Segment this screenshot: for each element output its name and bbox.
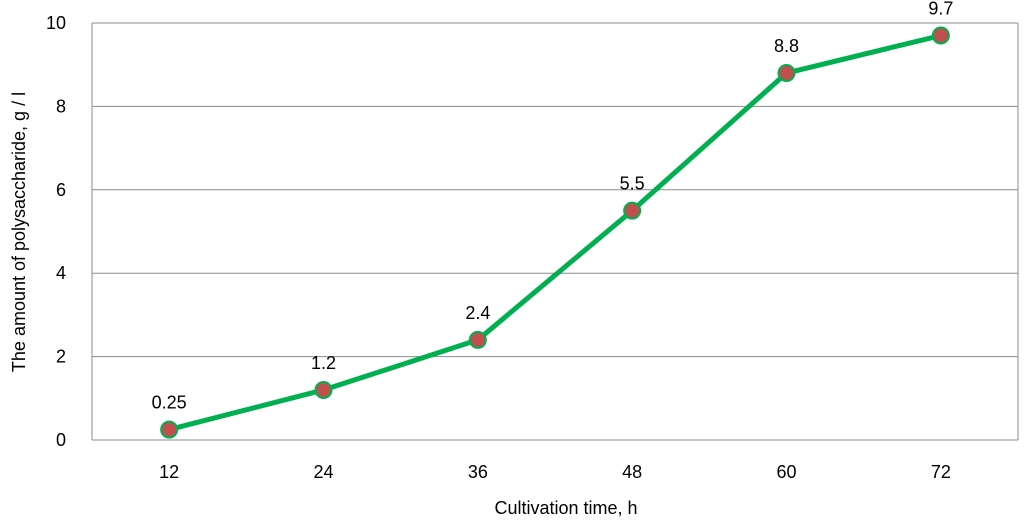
x-tick-labels: 12 24 36 48 60 72	[159, 462, 951, 482]
data-point	[931, 26, 950, 45]
data-point	[623, 201, 642, 220]
y-tick-label: 10	[46, 13, 66, 33]
x-tick-label: 72	[931, 462, 951, 482]
y-tick-label: 8	[56, 96, 66, 116]
x-tick-label: 60	[776, 462, 796, 482]
x-tick-label: 24	[313, 462, 333, 482]
data-point	[160, 420, 179, 439]
y-tick-label: 6	[56, 180, 66, 200]
x-axis-title: Cultivation time, h	[494, 498, 637, 518]
y-tick-label: 2	[56, 347, 66, 367]
y-axis-title: The amount of polysaccharide, g / l	[9, 92, 29, 372]
data-label: 2.4	[465, 303, 490, 323]
data-label: 0.25	[152, 393, 187, 413]
x-tick-label: 48	[622, 462, 642, 482]
data-label: 8.8	[774, 36, 799, 56]
data-points	[160, 26, 950, 439]
x-tick-label: 36	[468, 462, 488, 482]
data-label: 1.2	[311, 353, 336, 373]
y-tick-label: 4	[56, 263, 66, 283]
gridlines	[91, 22, 1019, 441]
x-tick-label: 12	[159, 462, 179, 482]
data-label: 9.7	[928, 0, 953, 19]
y-tick-label: 0	[56, 430, 66, 450]
data-point	[468, 330, 487, 349]
series-line-layer	[166, 33, 944, 433]
y-tick-labels: 0 2 4 6 8 10	[46, 13, 66, 450]
data-labels: 0.25 1.2 2.4 5.5 8.8 9.7	[152, 0, 954, 413]
data-point	[314, 380, 333, 399]
series-line	[166, 33, 944, 433]
data-point	[777, 64, 796, 83]
data-label: 5.5	[620, 174, 645, 194]
